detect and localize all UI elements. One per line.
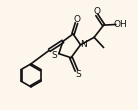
Text: S: S: [52, 50, 58, 60]
Text: O: O: [74, 15, 81, 24]
Text: N: N: [80, 40, 87, 49]
Text: O: O: [93, 7, 100, 16]
Text: OH: OH: [114, 20, 128, 29]
Text: S: S: [75, 70, 81, 79]
